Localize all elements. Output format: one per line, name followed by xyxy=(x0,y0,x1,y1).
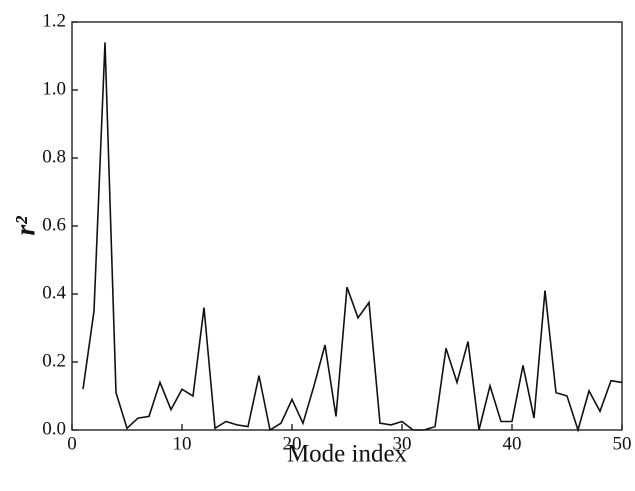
x-tick-label: 50 xyxy=(613,433,632,454)
y-tick-label: 0.8 xyxy=(42,146,66,167)
plot-frame xyxy=(71,21,623,431)
y-tick-label: 1.0 xyxy=(42,78,66,99)
x-tick-label: 10 xyxy=(173,433,192,454)
y-tick-label: 1.2 xyxy=(42,10,66,31)
x-tick-label: 20 xyxy=(283,433,302,454)
y-tick-label: 0.4 xyxy=(42,282,66,303)
y-tick-label: 0.2 xyxy=(42,350,66,371)
x-tick-label: 40 xyxy=(503,433,522,454)
x-axis-label: Mode index xyxy=(287,441,408,468)
y-tick-label: 0.6 xyxy=(42,214,66,235)
y-tick-label: 0.0 xyxy=(42,418,66,439)
data-line xyxy=(82,42,623,433)
x-tick-label: 0 xyxy=(67,433,77,454)
y-axis-label: r² xyxy=(10,216,41,236)
x-tick-label: 30 xyxy=(393,433,412,454)
